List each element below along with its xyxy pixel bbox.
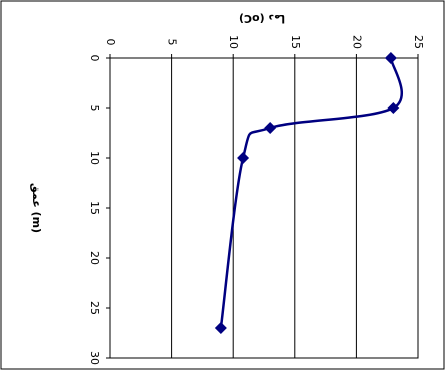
y-tick-label: 15	[289, 35, 302, 49]
x-axis-label: عمق (m)	[30, 183, 43, 233]
x-tick-label: 15	[88, 201, 101, 215]
marker	[264, 122, 277, 134]
x-tick-label: 25	[88, 301, 101, 315]
marker	[237, 152, 250, 164]
x-tick-label: 10	[88, 151, 101, 165]
chart-title: دما (oC)	[239, 12, 285, 25]
marker	[384, 52, 397, 64]
x-tick-label: 20	[88, 251, 101, 265]
y-tick-label: 25	[412, 35, 425, 49]
plot-area	[109, 57, 419, 359]
x-tick-label: 0	[88, 55, 101, 62]
y-tick-label: 5	[166, 39, 179, 46]
y-tick-label: 20	[350, 35, 363, 49]
y-tick-label: 0	[104, 39, 117, 46]
x-tick-label: 5	[88, 105, 101, 112]
marker	[387, 102, 400, 114]
marker	[214, 322, 227, 334]
y-tick-label: 10	[227, 35, 240, 49]
x-tick-label: 30	[88, 351, 101, 365]
